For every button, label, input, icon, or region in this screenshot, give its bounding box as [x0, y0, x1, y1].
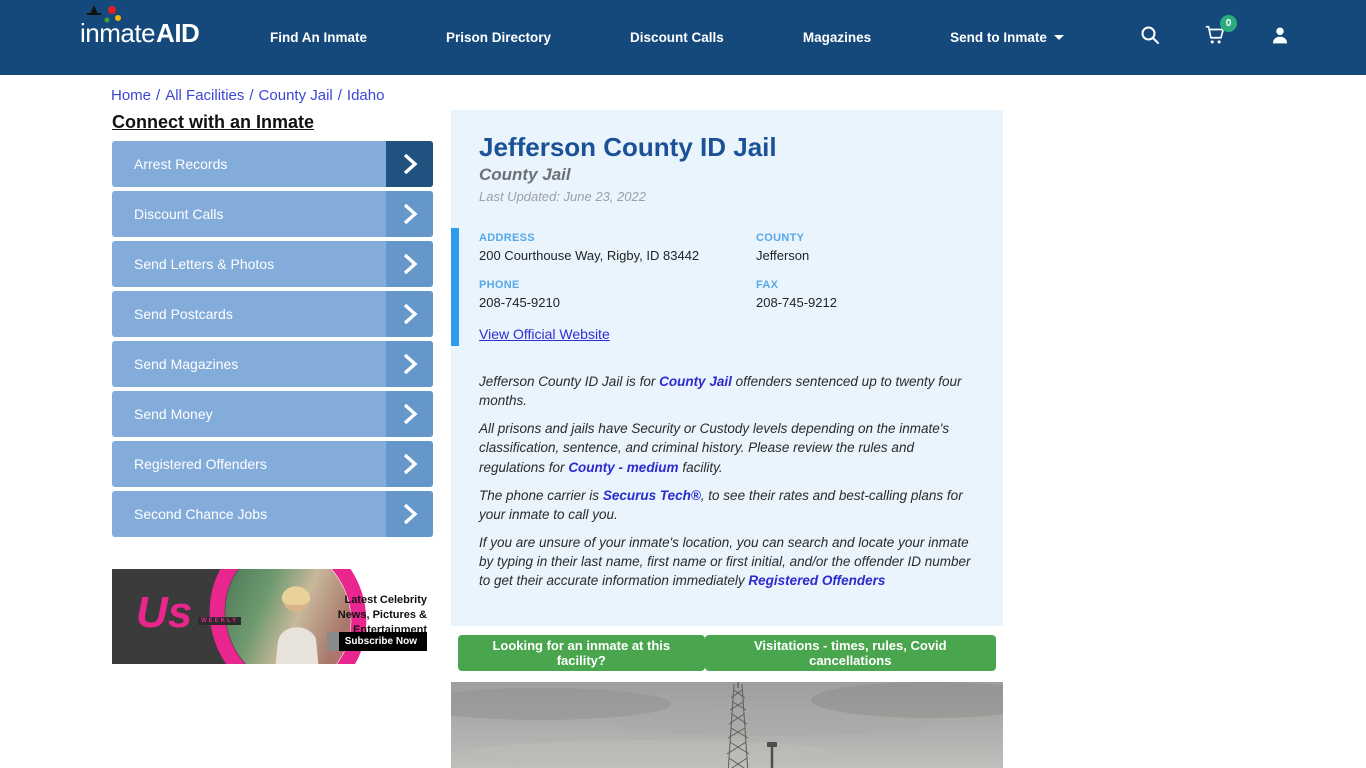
top-navigation-bar: inmate AID Find An Inmate Prison Directo…	[0, 0, 1366, 75]
facility-photo	[451, 681, 1003, 768]
breadcrumb-county-jail[interactable]: County Jail	[258, 87, 333, 104]
cart-icon[interactable]: 0	[1204, 15, 1237, 51]
sidebar-item-second-chance-jobs[interactable]: Second Chance Jobs	[112, 491, 433, 537]
facility-content: Jefferson County ID Jail County Jail Las…	[451, 110, 1003, 768]
paragraph-4: If you are unsure of your inmate's locat…	[479, 533, 975, 590]
page-title: Jefferson County ID Jail	[479, 132, 777, 162]
facility-info-section: ADDRESS 200 Courthouse Way, Rigby, ID 83…	[451, 228, 1003, 346]
facility-type-subtitle: County Jail	[479, 165, 571, 184]
breadcrumb-idaho[interactable]: Idaho	[346, 87, 385, 104]
sidebar-item-label: Send Magazines	[134, 356, 239, 372]
fax-label: FAX	[756, 279, 779, 291]
send-to-inmate-label: Send to Inmate	[950, 30, 1047, 45]
sidebar-item-send-money[interactable]: Send Money	[112, 391, 433, 437]
sidebar-item-label: Arrest Records	[134, 156, 228, 172]
sidebar-item-arrest-records[interactable]: Arrest Records	[112, 141, 433, 187]
sidebar-item-label: Send Letters & Photos	[134, 256, 275, 272]
main-layout: Connect with an Inmate Arrest Records Di…	[112, 110, 1366, 768]
ad-headline: Latest Celebrity News, Pictures & Entert…	[337, 594, 427, 636]
county-block: COUNTY Jefferson	[756, 232, 1003, 263]
facility-description: Jefferson County ID Jail is for County J…	[479, 372, 975, 591]
fax-block: FAX 208-745-9212	[756, 279, 1003, 310]
caret-down-icon	[1053, 35, 1064, 40]
registered-offenders-link[interactable]: Registered Offenders	[748, 573, 886, 589]
chevron-right-icon	[386, 241, 433, 287]
ad-logo-sub: WEEKLY	[198, 617, 242, 625]
sidebar-item-send-magazines[interactable]: Send Magazines	[112, 341, 433, 387]
logo-text-aid: AID	[156, 18, 200, 48]
breadcrumb: Home / All Facilities / County Jail / Idaho	[111, 87, 1366, 104]
fax-value: 208-745-9212	[756, 295, 837, 310]
ad-subscribe-button[interactable]: Subscribe Now	[326, 632, 427, 651]
sidebar-heading: Connect with an Inmate	[112, 112, 315, 132]
chevron-right-icon	[386, 391, 433, 437]
sidebar-item-registered-offenders[interactable]: Registered Offenders	[112, 441, 433, 487]
nav-item-find-an-inmate[interactable]: Find An Inmate	[270, 30, 367, 45]
nav-item-discount-calls[interactable]: Discount Calls	[630, 30, 724, 45]
paragraph-2: All prisons and jails have Security or C…	[479, 419, 975, 476]
paragraph-1: Jefferson County ID Jail is for County J…	[479, 372, 975, 410]
connect-sidebar: Connect with an Inmate Arrest Records Di…	[112, 110, 433, 664]
paragraph-text: , to see their rates and best-calling pl…	[479, 487, 963, 522]
ad-swoosh-photo	[209, 569, 367, 664]
paragraph-text: offenders sentenced up to twenty four mo…	[479, 374, 962, 409]
cart-count-badge: 0	[1220, 15, 1237, 32]
phone-value: 208-745-9210	[479, 295, 560, 310]
inmateaid-logo[interactable]: inmate AID	[80, 5, 200, 49]
facility-card: Jefferson County ID Jail County Jail Las…	[451, 110, 1003, 626]
county-value: Jefferson	[756, 248, 810, 263]
county-label: COUNTY	[756, 232, 805, 244]
phone-label: PHONE	[479, 279, 520, 291]
sidebar-item-send-postcards[interactable]: Send Postcards	[112, 291, 433, 337]
user-account-icon[interactable]	[1270, 25, 1290, 50]
phone-block: PHONE 208-745-9210	[479, 279, 756, 310]
securus-tech-link[interactable]: Securus Tech®	[602, 487, 701, 503]
address-block: ADDRESS 200 Courthouse Way, Rigby, ID 83…	[479, 232, 756, 263]
chevron-right-icon	[386, 141, 433, 187]
ad-logo-text: Us	[136, 588, 193, 637]
sidebar-item-discount-calls[interactable]: Discount Calls	[112, 191, 433, 237]
nav-item-send-to-inmate[interactable]: Send to Inmate	[950, 30, 1064, 45]
breadcrumb-separator: /	[249, 87, 254, 104]
nav-menu: Find An Inmate Prison Directory Discount…	[270, 30, 1064, 45]
logo-text-inmate: inmate	[80, 18, 156, 48]
breadcrumb-home[interactable]: Home	[111, 87, 152, 104]
nav-item-magazines[interactable]: Magazines	[802, 30, 872, 45]
county-jail-link[interactable]: County Jail	[659, 374, 732, 389]
us-weekly-ad-banner[interactable]: Us WEEKLY Latest Celebrity News, Pictures…	[112, 569, 433, 664]
nav-icon-group: 0	[1140, 15, 1290, 51]
chevron-right-icon	[386, 291, 433, 337]
nav-item-prison-directory[interactable]: Prison Directory	[446, 30, 552, 45]
sidebar-item-label: Registered Offenders	[134, 456, 267, 472]
breadcrumb-separator: /	[337, 87, 342, 104]
paragraph-text: All prisons and jails have Security or C…	[479, 421, 950, 475]
inmate-search-button[interactable]: Looking for an inmate at this facility?	[458, 634, 705, 671]
sidebar-item-label: Second Chance Jobs	[134, 506, 268, 522]
sidebar-item-send-letters-photos[interactable]: Send Letters & Photos	[112, 241, 433, 287]
search-icon[interactable]	[1140, 25, 1160, 50]
sidebar-item-label: Send Money	[134, 406, 213, 422]
us-weekly-logo: Us WEEKLY	[136, 588, 242, 637]
action-buttons-row: Looking for an inmate at this facility? …	[451, 634, 1003, 671]
paragraph-text: The phone carrier is	[479, 487, 603, 503]
last-updated-text: Last Updated: June 23, 2022	[479, 189, 646, 204]
chevron-right-icon	[386, 491, 433, 537]
chevron-right-icon	[386, 441, 433, 487]
address-value: 200 Courthouse Way, Rigby, ID 83442	[479, 248, 700, 263]
breadcrumb-all-facilities[interactable]: All Facilities	[165, 87, 245, 104]
official-website-link[interactable]: View Official Website	[479, 326, 610, 342]
paragraph-text: If you are unsure of your inmate's locat…	[479, 535, 971, 589]
visitations-button[interactable]: Visitations - times, rules, Covid cancel…	[704, 634, 996, 671]
chevron-right-icon	[386, 191, 433, 237]
bird-mascot-icon	[87, 5, 121, 23]
breadcrumb-separator: /	[156, 87, 161, 104]
paragraph-text: facility.	[678, 459, 723, 475]
paragraph-text: Jefferson County ID Jail is for	[479, 374, 660, 389]
sidebar-item-label: Discount Calls	[134, 206, 224, 222]
county-medium-link[interactable]: County - medium	[568, 459, 679, 475]
paragraph-3: The phone carrier is Securus Tech®, to s…	[479, 486, 975, 524]
chevron-right-icon	[386, 341, 433, 387]
sidebar-item-label: Send Postcards	[134, 306, 233, 322]
address-label: ADDRESS	[479, 232, 535, 244]
